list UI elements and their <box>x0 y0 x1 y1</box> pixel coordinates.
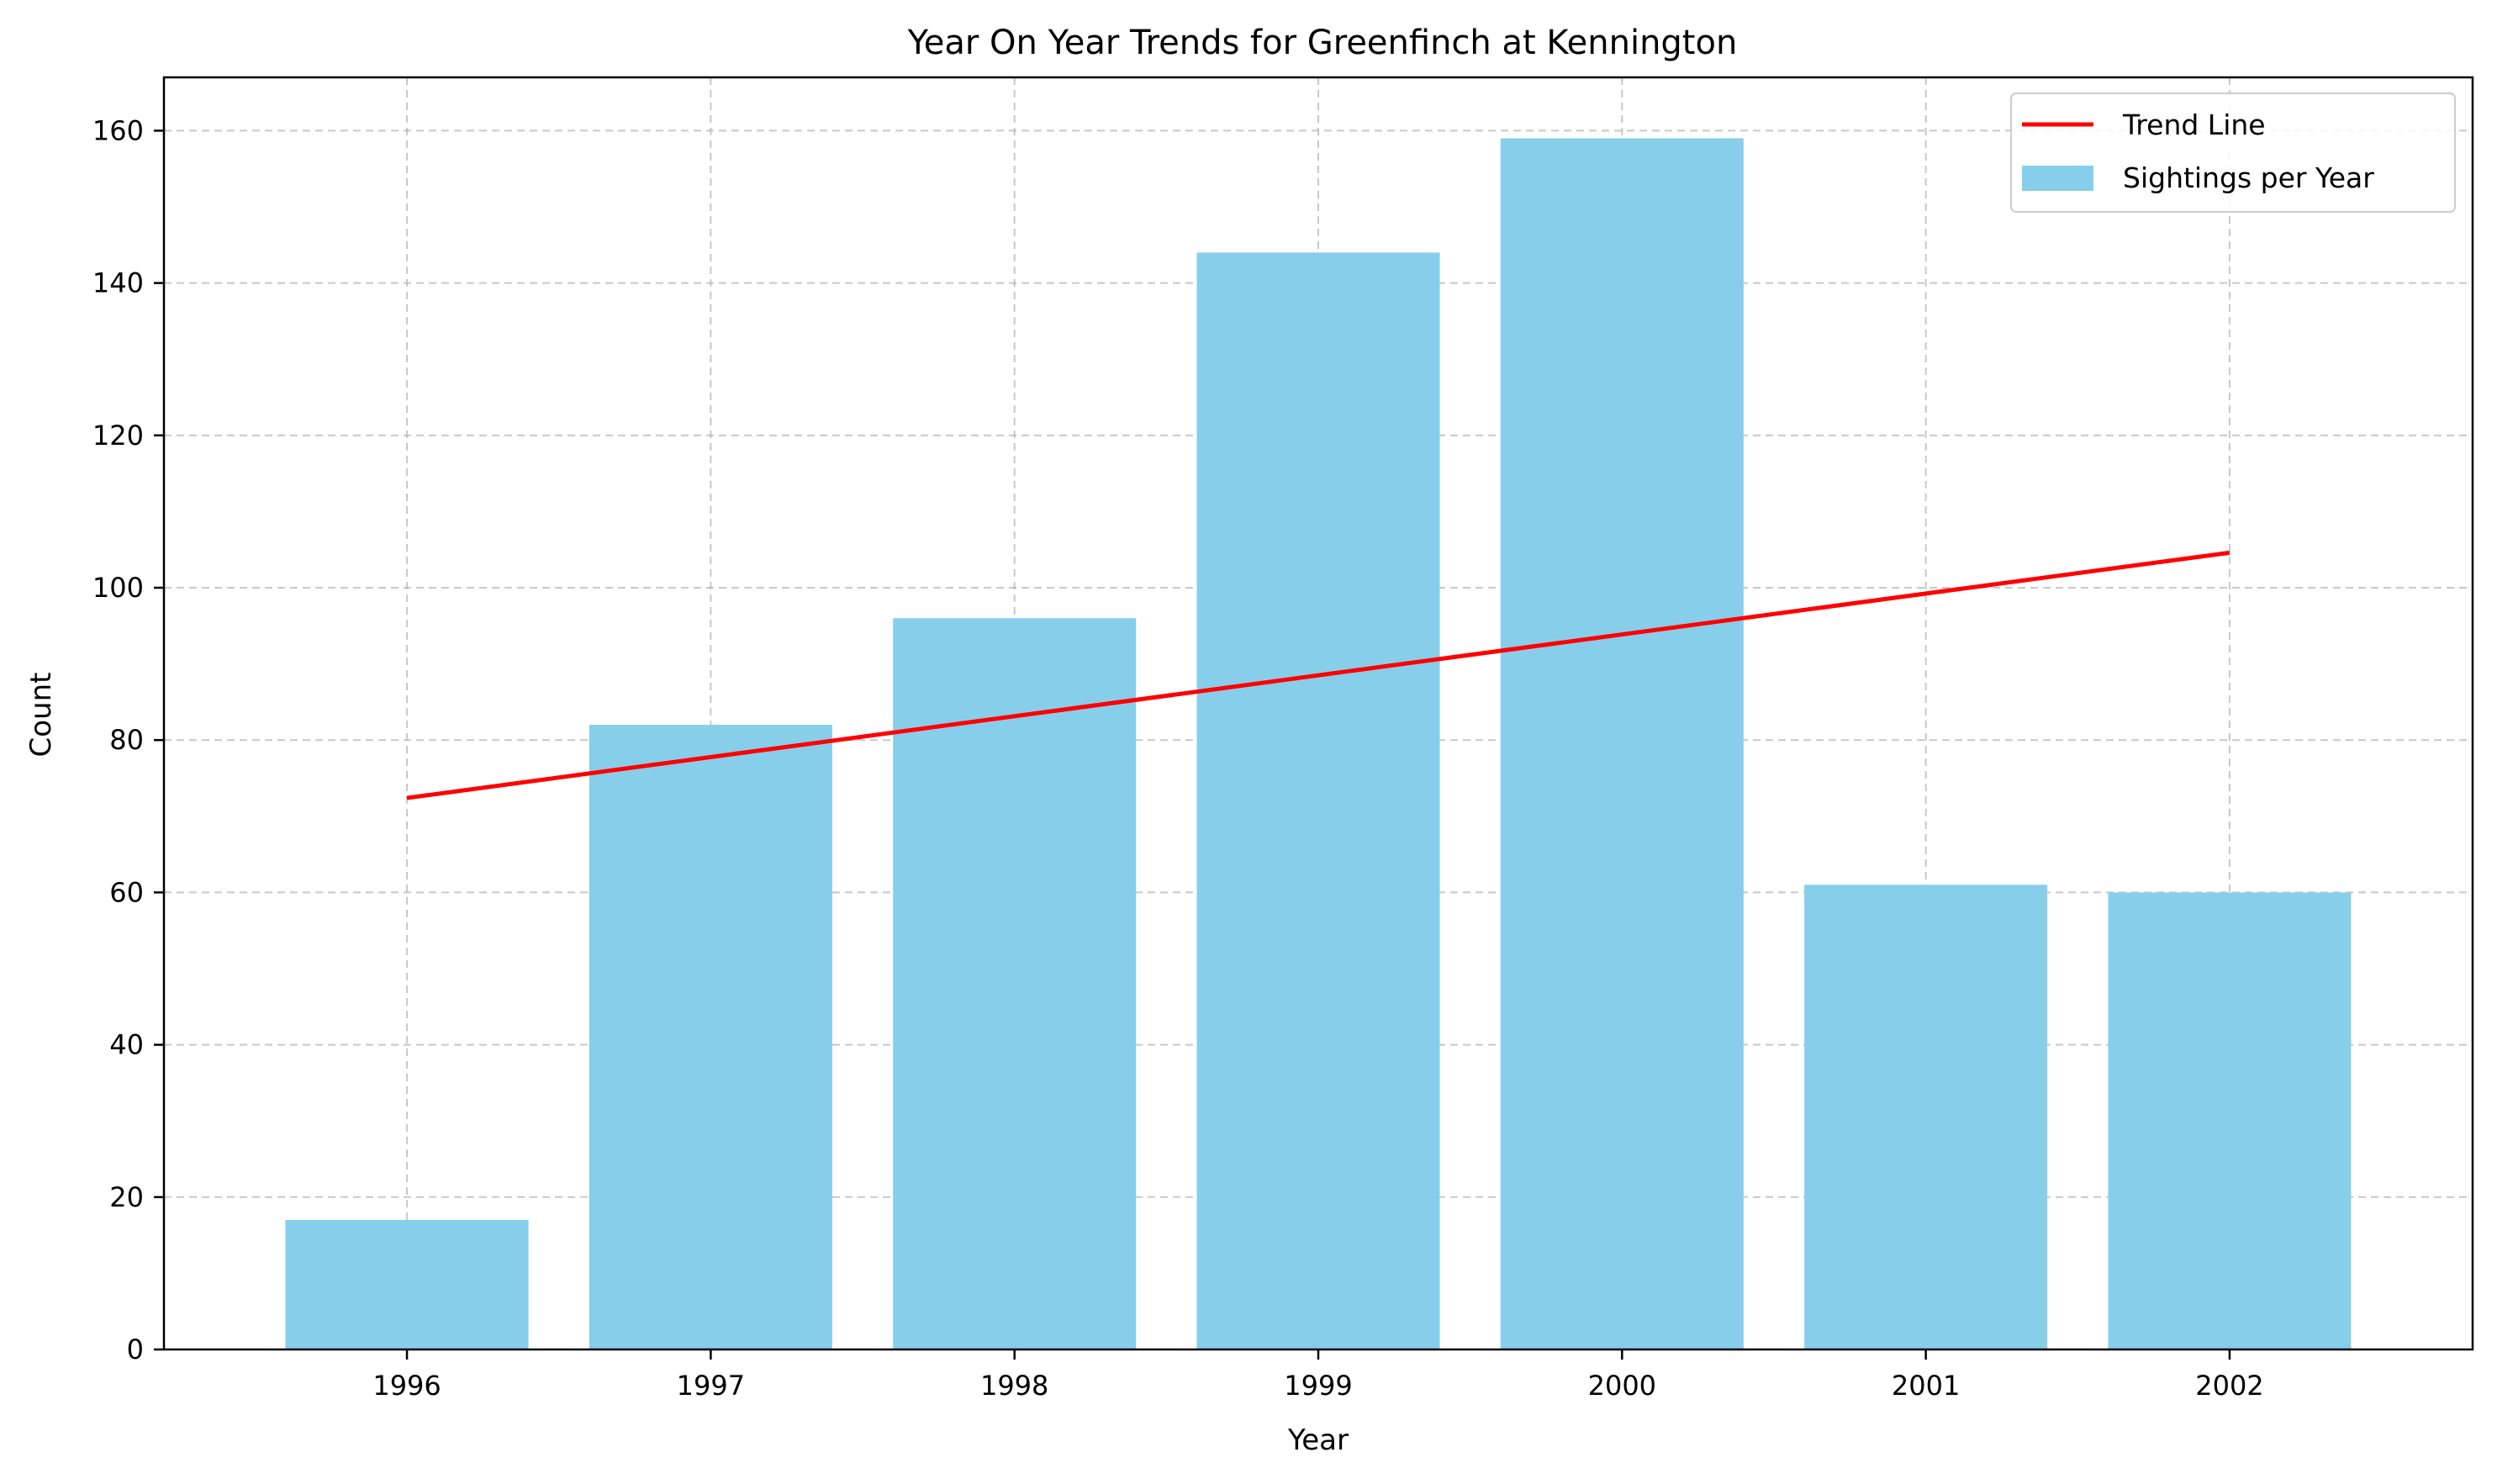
x-axis-label: Year <box>1287 1423 1349 1457</box>
x-tick-label: 1998 <box>980 1370 1048 1402</box>
x-tick-label: 1996 <box>372 1370 441 1402</box>
y-tick-label: 160 <box>92 114 144 146</box>
y-tick-label: 120 <box>92 420 144 452</box>
y-tick-label: 40 <box>109 1029 144 1061</box>
bar-1998 <box>893 618 1137 1349</box>
x-axis-ticks: 1996 1997 1998 1999 2000 2001 2002 <box>372 1349 2264 1402</box>
legend: Trend Line Sightings per Year <box>2010 92 2456 213</box>
bar-1999 <box>1196 252 1440 1350</box>
chart-title: Year On Year Trends for Greenfinch at Ke… <box>907 24 1738 62</box>
legend-sightings-swatch <box>2022 166 2093 191</box>
y-tick-label: 0 <box>127 1333 144 1365</box>
y-tick-label: 60 <box>109 876 144 908</box>
x-tick-label: 1997 <box>677 1370 745 1402</box>
bar-2001 <box>1804 885 2048 1349</box>
bar-1996 <box>285 1219 529 1349</box>
y-tick-label: 140 <box>92 267 144 299</box>
y-tick-label: 100 <box>92 572 144 604</box>
y-tick-label: 80 <box>109 724 144 756</box>
trend-line <box>406 550 2230 800</box>
x-tick-label: 2001 <box>1892 1370 1960 1402</box>
legend-sightings-label: Sightings per Year <box>2123 161 2374 194</box>
bar-2002 <box>2108 892 2352 1349</box>
legend-trend-line-label: Trend Line <box>2122 108 2266 141</box>
x-tick-label: 2000 <box>1588 1370 1656 1402</box>
y-tick-label: 20 <box>109 1181 144 1213</box>
bar-2000 <box>1500 138 1744 1350</box>
trend-line-group <box>406 550 2230 800</box>
bars <box>285 138 2352 1350</box>
y-axis-label: Count <box>24 673 58 758</box>
legend-frame <box>2010 92 2456 213</box>
x-tick-label: 1999 <box>1284 1370 1352 1402</box>
y-axis-ticks: 0 20 40 60 80 100 120 140 160 <box>92 114 164 1365</box>
x-tick-label: 2002 <box>2195 1370 2263 1402</box>
bar-1997 <box>589 725 832 1349</box>
